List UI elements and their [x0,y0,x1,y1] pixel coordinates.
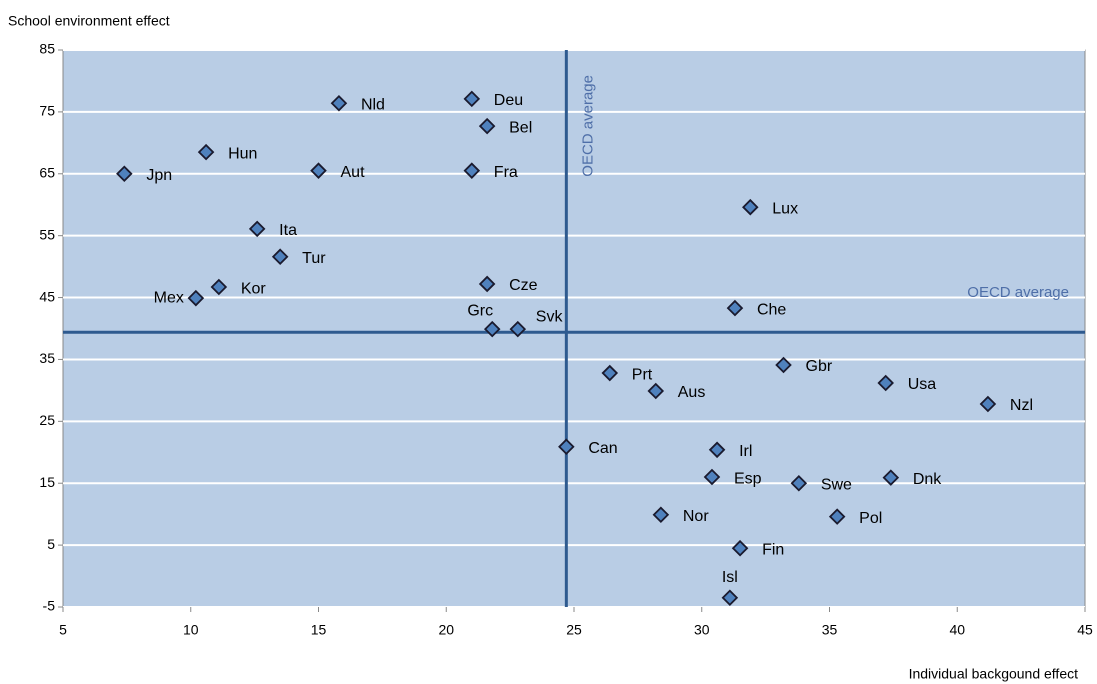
y-tick-label: -5 [43,598,56,614]
point [979,395,997,413]
point [877,374,894,392]
y-tick-label: 75 [39,103,55,119]
point [271,248,289,265]
point [790,474,808,492]
x-tick-label: 25 [566,622,582,638]
point-label: Fin [762,541,784,558]
point [775,356,792,374]
point-label: Tur [302,250,326,267]
point-label: Aut [341,164,366,181]
x-tick-label: 20 [438,622,454,638]
point-label: Kor [241,280,267,297]
point [478,117,496,135]
x-tick-label: 10 [183,622,199,638]
x-tick-label: 45 [1077,622,1093,638]
point [197,143,215,161]
y-tick-label: 25 [39,412,55,428]
point-label: Swe [821,476,852,493]
point-label: Gbr [806,358,833,375]
point-label: Hun [228,145,257,162]
plot-area [62,49,1086,608]
point [647,382,665,400]
point-label: Che [757,301,786,318]
point [509,320,527,338]
point-label: Ita [279,222,297,239]
y-tick-label: 5 [47,536,55,552]
point-label: Mex [154,289,184,306]
point-label: Dnk [913,471,942,488]
point [731,539,749,557]
point [463,90,481,108]
y-axis-title: School environment effect [8,13,170,29]
x-tick-label: 30 [694,622,710,638]
point [742,198,759,216]
x-tick-label: 5 [59,622,67,638]
point [478,275,496,293]
point-label: Svk [536,308,564,325]
point [310,162,327,179]
point-label: Cze [509,277,538,294]
point-label: Aus [678,384,706,401]
reference-label: OECD average [579,75,596,177]
point-label: Can [588,440,617,457]
point-label: Pol [859,510,882,527]
point-label: Usa [908,376,937,393]
point [330,94,348,112]
point [463,162,481,179]
point [882,469,900,486]
point-label: Nld [361,96,385,113]
y-tick-label: 15 [39,474,55,490]
point [601,364,619,382]
y-tick-label: 35 [39,350,55,366]
point-label: Nor [683,508,709,525]
point-label: Prt [632,366,653,383]
point [703,468,721,486]
point-label: Nzl [1010,397,1033,414]
point-label: Lux [772,200,798,217]
point [248,220,266,238]
point-label: Jpn [146,167,172,184]
y-tick-label: 65 [39,164,55,180]
point [210,278,228,296]
x-tick-label: 40 [949,622,965,638]
point-label: Esp [734,470,762,487]
y-tick-label: 85 [39,41,55,57]
point [652,506,670,524]
point-label: Deu [494,92,523,109]
point [708,441,726,459]
point-label: Isl [722,569,738,586]
point [828,508,846,525]
x-tick-label: 35 [822,622,838,638]
x-axis-title: Individual backgound effect [909,666,1079,682]
point-label: Bel [509,119,532,136]
point [116,165,133,183]
point [558,438,575,455]
y-tick-label: 55 [39,226,55,242]
y-tick-label: 45 [39,288,55,304]
point [721,589,739,606]
point [726,299,744,317]
point-label: Fra [494,164,518,181]
point-label: Irl [739,443,752,460]
point-label: Grc [467,302,493,319]
point [187,289,205,307]
reference-label: OECD average [967,284,1069,301]
x-tick-label: 15 [311,622,327,638]
point [483,320,501,338]
